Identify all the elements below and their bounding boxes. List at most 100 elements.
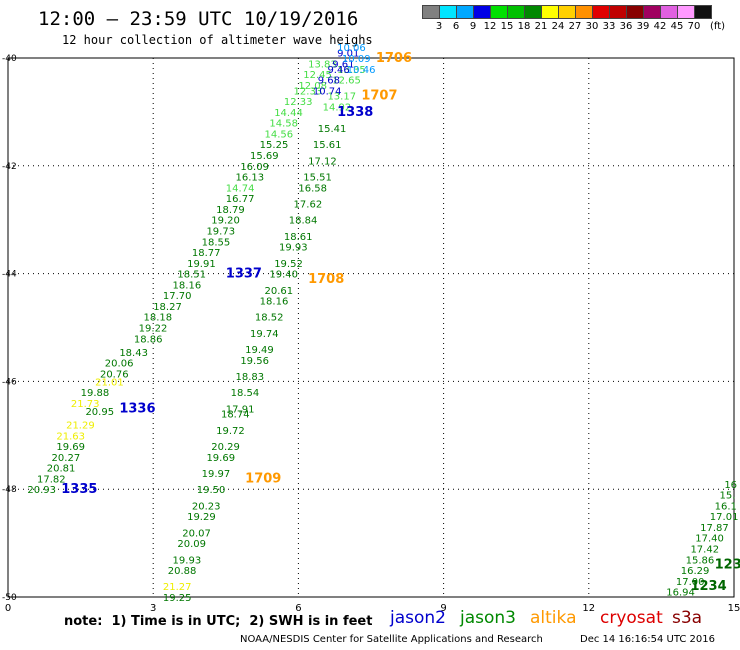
wave-height-point: 21.27 [163,582,192,593]
color-scale-label: 18 [517,21,531,32]
y-tick-label: -46 [2,377,17,387]
color-scale-label: 36 [619,21,633,32]
wave-height-point: 19.25 [163,593,192,604]
footer-date: Dec 14 16:16:54 UTC 2016 [580,634,715,645]
x-tick-label: 0 [5,603,11,614]
wave-height-point: 14.74 [226,183,255,194]
y-tick-label: -42 [2,162,17,172]
color-scale-unit: (ft) [710,21,726,32]
wave-height-point: 20.61 [265,286,294,297]
wave-height-point: 19.93 [173,555,202,566]
wave-height-point: 19.40 [269,270,298,281]
wave-height-point: 15.41 [318,124,347,135]
wave-height-point: 12.08 [298,81,327,92]
wave-height-point: 19.52 [274,259,303,270]
wave-height-point: 20.27 [52,453,81,464]
color-scale-label: 24 [551,21,565,32]
wave-height-point: 17.42 [690,544,719,555]
wave-height-point: 20.88 [168,566,197,577]
wave-height-point: 18.79 [216,205,245,216]
pass-number-label: 1707 [361,89,397,104]
pass-number-label: 1337 [226,267,262,282]
color-scale-label: 6 [452,21,460,32]
color-scale-label: 45 [670,21,684,32]
wave-height-point: 10.09 [342,54,371,65]
wave-height-point: 19.97 [202,469,231,480]
color-scale-label: 70 [687,21,701,32]
wave-height-point: 19.50 [197,485,226,496]
wave-height-point: 21.73 [71,399,100,410]
wave-height-point: 12.33 [294,86,323,97]
wave-height-point: 13.35 [337,65,366,76]
wave-height-point: 20.76 [100,369,129,380]
wave-height-point: 9.61 [332,59,354,70]
wave-height-point: 20.06 [105,359,134,370]
y-tick-label: -40 [2,54,17,64]
pass-number-label: 1336 [119,401,155,416]
wave-height-point: 18.54 [231,388,260,399]
wave-height-point: 10.74 [313,86,342,97]
wave-height-point: 16.13 [235,173,264,184]
pass-number-label: 1335 [61,482,97,497]
wave-height-point: 15.51 [303,173,332,184]
wave-height-point: 17.01 [710,512,739,523]
x-tick-label: 12 [582,603,595,614]
y-tick-label: -48 [2,485,17,495]
wave-height-point: 18.16 [260,297,289,308]
wave-height-point: 20.95 [85,407,114,418]
wave-height-point: 18.43 [119,348,148,359]
wave-height-point: 20.23 [192,501,221,512]
wave-height-point: 16.29 [681,566,710,577]
wave-height-point: 20.09 [177,539,206,550]
wave-height-point: 16.1 [715,501,737,512]
wave-height-point: 19.88 [81,388,110,399]
legend-jason3: jason3 [460,608,516,628]
wave-height-point: 14.56 [265,129,294,140]
color-scale-label: 30 [585,21,599,32]
footer-credit: NOAA/NESDIS Center for Satellite Applica… [240,634,543,645]
wave-height-point: 19.93 [279,243,308,254]
y-tick-label: -50 [2,593,17,603]
wave-height-point: 18.27 [153,302,182,313]
wave-height-point: 19.29 [187,512,216,523]
wave-height-point: 9.68 [318,76,340,87]
wave-height-point: 12.65 [332,76,361,87]
wave-height-point: 12.45 [303,70,332,81]
color-scale-label: 27 [568,21,582,32]
legend-note: note: 1) Time is in UTC; 2) SWH is in fe… [64,614,373,629]
wave-height-point: 16.09 [240,162,269,173]
wave-height-point: 9.01 [337,49,359,60]
wave-height-point: 15. [719,491,735,502]
wave-height-point: 17.70 [163,291,192,302]
pass-number-label: 1709 [245,471,281,486]
legend-jason2: jason2 [390,608,446,628]
wave-height-point: 18.86 [134,334,163,345]
chart-title: 12:00 – 23:59 UTC 10/19/2016 [38,8,359,30]
wave-height-point: 12.33 [284,97,313,108]
wave-height-point: 17.12 [308,156,337,167]
wave-height-point: 16 [724,480,737,491]
wave-height-point: 19.69 [56,442,85,453]
wave-height-point: 16.58 [298,183,327,194]
wave-height-point: 21.29 [66,421,95,432]
wave-height-point: 19.56 [240,356,269,367]
color-scale-label: 12 [483,21,497,32]
color-scale-cell [694,5,712,19]
wave-height-point: 15.86 [686,555,715,566]
color-scale-label: 42 [653,21,667,32]
wave-height-point: 19.72 [216,426,245,437]
wave-height-point: 18.18 [144,313,173,324]
pass-number-label: 1708 [308,272,344,287]
wave-height-point: 19.69 [206,453,235,464]
color-scale-label: 21 [534,21,548,32]
color-scale-label: 15 [500,21,514,32]
wave-height-point: 20.81 [47,464,76,475]
wave-height-point: 17.40 [695,534,724,545]
wave-height-point: 19.22 [139,324,168,335]
wave-height-point: 18.61 [284,232,313,243]
wave-height-point: 20.93 [27,485,56,496]
wave-height-point: 14.44 [274,108,303,119]
wave-height-point: 18.51 [177,270,206,281]
wave-height-point: 17.62 [294,200,323,211]
